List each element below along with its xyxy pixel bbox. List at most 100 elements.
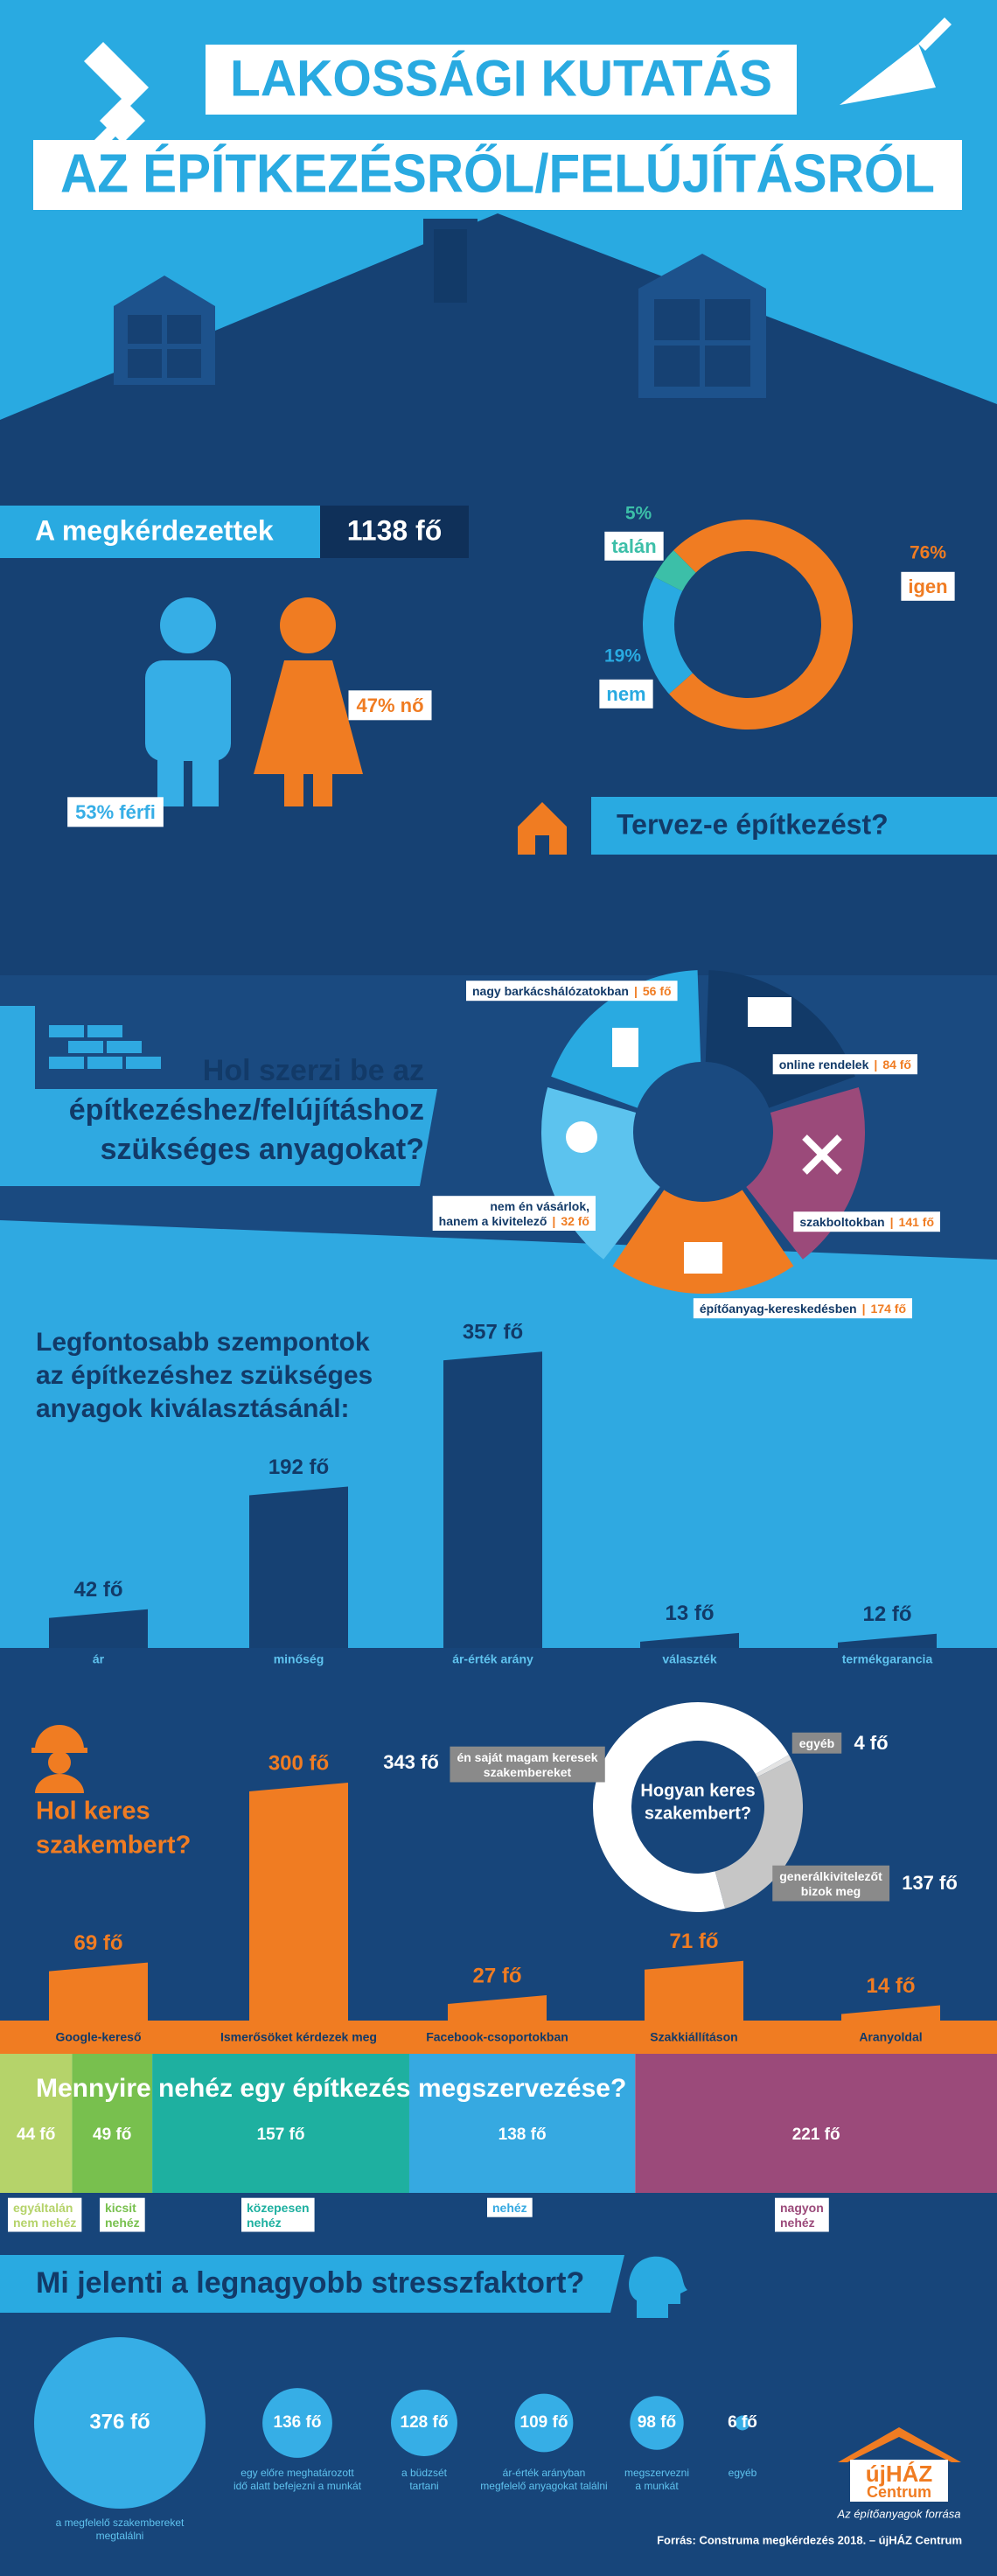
value-label: 5% [625, 504, 652, 524]
value-label: 4 fő [854, 1732, 888, 1754]
value-label: 98 fő [638, 2413, 676, 2432]
bubble [514, 2393, 574, 2453]
label-part: generálkivitelezőt [779, 1869, 882, 1883]
label-box-text: 53% férfi [75, 801, 156, 823]
label-part: egyéb [799, 1736, 834, 1750]
category-label: ár-érték arány [452, 1652, 533, 1666]
label-box-text: bizok meg [801, 1884, 861, 1898]
label-box-text: nagy barkácshálózatokban | 56 fő [472, 984, 672, 998]
chimney-inner [434, 229, 467, 303]
banner [0, 1089, 437, 1186]
experts-heading: szakembert? [36, 1832, 191, 1860]
label-part: nehéz [105, 2216, 140, 2230]
category-box: talán [604, 531, 664, 561]
logo-slogan: Az építőanyagok forrása [837, 2507, 961, 2520]
label-box-bg [450, 1746, 605, 1783]
title-box [33, 140, 962, 210]
label-part: hanem a kivitelező [439, 1214, 547, 1228]
label-box-bg [791, 1732, 842, 1754]
label-box-text: nehéz [780, 2216, 815, 2230]
category-label: Facebook-csoportokban [426, 2030, 568, 2044]
bar [443, 1351, 542, 1648]
label-box-text: igen [908, 576, 947, 597]
donut-title: Hogyan keres [640, 1781, 755, 1800]
donut-segment [668, 520, 853, 730]
value-label: 19% [604, 646, 641, 667]
label-box-bg [599, 679, 653, 709]
label-box-text: hanem a kivitelező | 32 fő [439, 1214, 589, 1228]
label-part: igen [908, 576, 947, 597]
label-box-bg [604, 531, 664, 561]
label-box-bg [772, 1865, 890, 1902]
category-label: minőség [274, 1652, 324, 1666]
source-box: online rendelek | 84 fő [772, 1054, 917, 1075]
stacked-segment [635, 2054, 997, 2193]
label-box-bg [487, 2197, 533, 2217]
value-label: 27 fő [472, 1964, 521, 1987]
label-part: 141 fő [899, 1215, 934, 1229]
label-box-bg [466, 981, 678, 1002]
source-box: nem én vásárlok,hanem a kivitelező | 32 fő [432, 1196, 596, 1232]
trowel-icon [840, 17, 952, 105]
value-label: 69 fő [73, 1931, 122, 1955]
label-part: 84 fő [882, 1058, 911, 1072]
value-label: 49 fő [93, 2126, 131, 2144]
value-label: 221 fő [792, 2126, 840, 2144]
category-label: ár [93, 1652, 105, 1666]
label-box-bg [67, 797, 164, 827]
label-part: 53% férfi [75, 801, 156, 823]
label-box-text: építőanyag-kereskedésben | 174 fő [700, 1302, 906, 1316]
bar [645, 1960, 743, 2021]
label-part: nehéz [247, 2216, 282, 2230]
female-figure [254, 597, 363, 806]
stacked-segment [408, 2054, 636, 2193]
bubble [34, 2337, 206, 2509]
label-part: kicsit [105, 2201, 136, 2215]
donut-segment [654, 550, 696, 591]
orange-band [0, 2021, 997, 2054]
value-label: 71 fő [669, 1930, 718, 1953]
category-label: Szakkiállításon [650, 2030, 737, 2044]
value-label: 157 fő [257, 2126, 305, 2144]
label-part: | [634, 984, 638, 998]
label-part: szakboltokban [799, 1215, 884, 1229]
bubble [262, 2388, 332, 2458]
experts-heading: Hol keres [36, 1798, 150, 1826]
roof [0, 213, 997, 975]
window-frame [654, 299, 750, 387]
value-label: 137 fő [902, 1872, 958, 1894]
value-label: 13 fő [665, 1602, 714, 1625]
bubble [630, 2396, 684, 2450]
banner [320, 506, 469, 558]
banner [0, 2255, 624, 2313]
window-frame [128, 315, 201, 378]
label-box-bg [8, 2197, 82, 2232]
label-part: én saját magam keresek [457, 1750, 597, 1764]
title: LAKOSSÁGI KUTATÁS [230, 50, 772, 107]
value-label: 376 fő [89, 2410, 150, 2433]
banner [0, 506, 320, 558]
respondents-label: A megkérdezettek [35, 514, 274, 546]
bar [448, 1994, 547, 2021]
value-label: 136 fő [274, 2413, 322, 2432]
brush-icon [84, 42, 149, 156]
head-icon [629, 2256, 687, 2318]
stacked-segment [0, 2054, 73, 2193]
source-box: nagy barkácshálózatokban | 56 fő [466, 981, 678, 1002]
category-box: nem [599, 679, 653, 709]
label-box-text: 47% nő [356, 695, 423, 716]
label-box-text: szakembereket [484, 1765, 572, 1779]
female-box: 47% nő [348, 690, 432, 721]
value-label: 44 fő [17, 2126, 55, 2144]
difficulty-question: Mennyire nehéz egy építkezés megszervezé… [36, 2074, 626, 2103]
label-part: bizok meg [801, 1884, 861, 1898]
label-part: | [862, 1302, 866, 1316]
label-box-text: nem én vásárlok, [490, 1199, 589, 1213]
icon [748, 997, 791, 1027]
worker-icon [31, 1725, 87, 1793]
